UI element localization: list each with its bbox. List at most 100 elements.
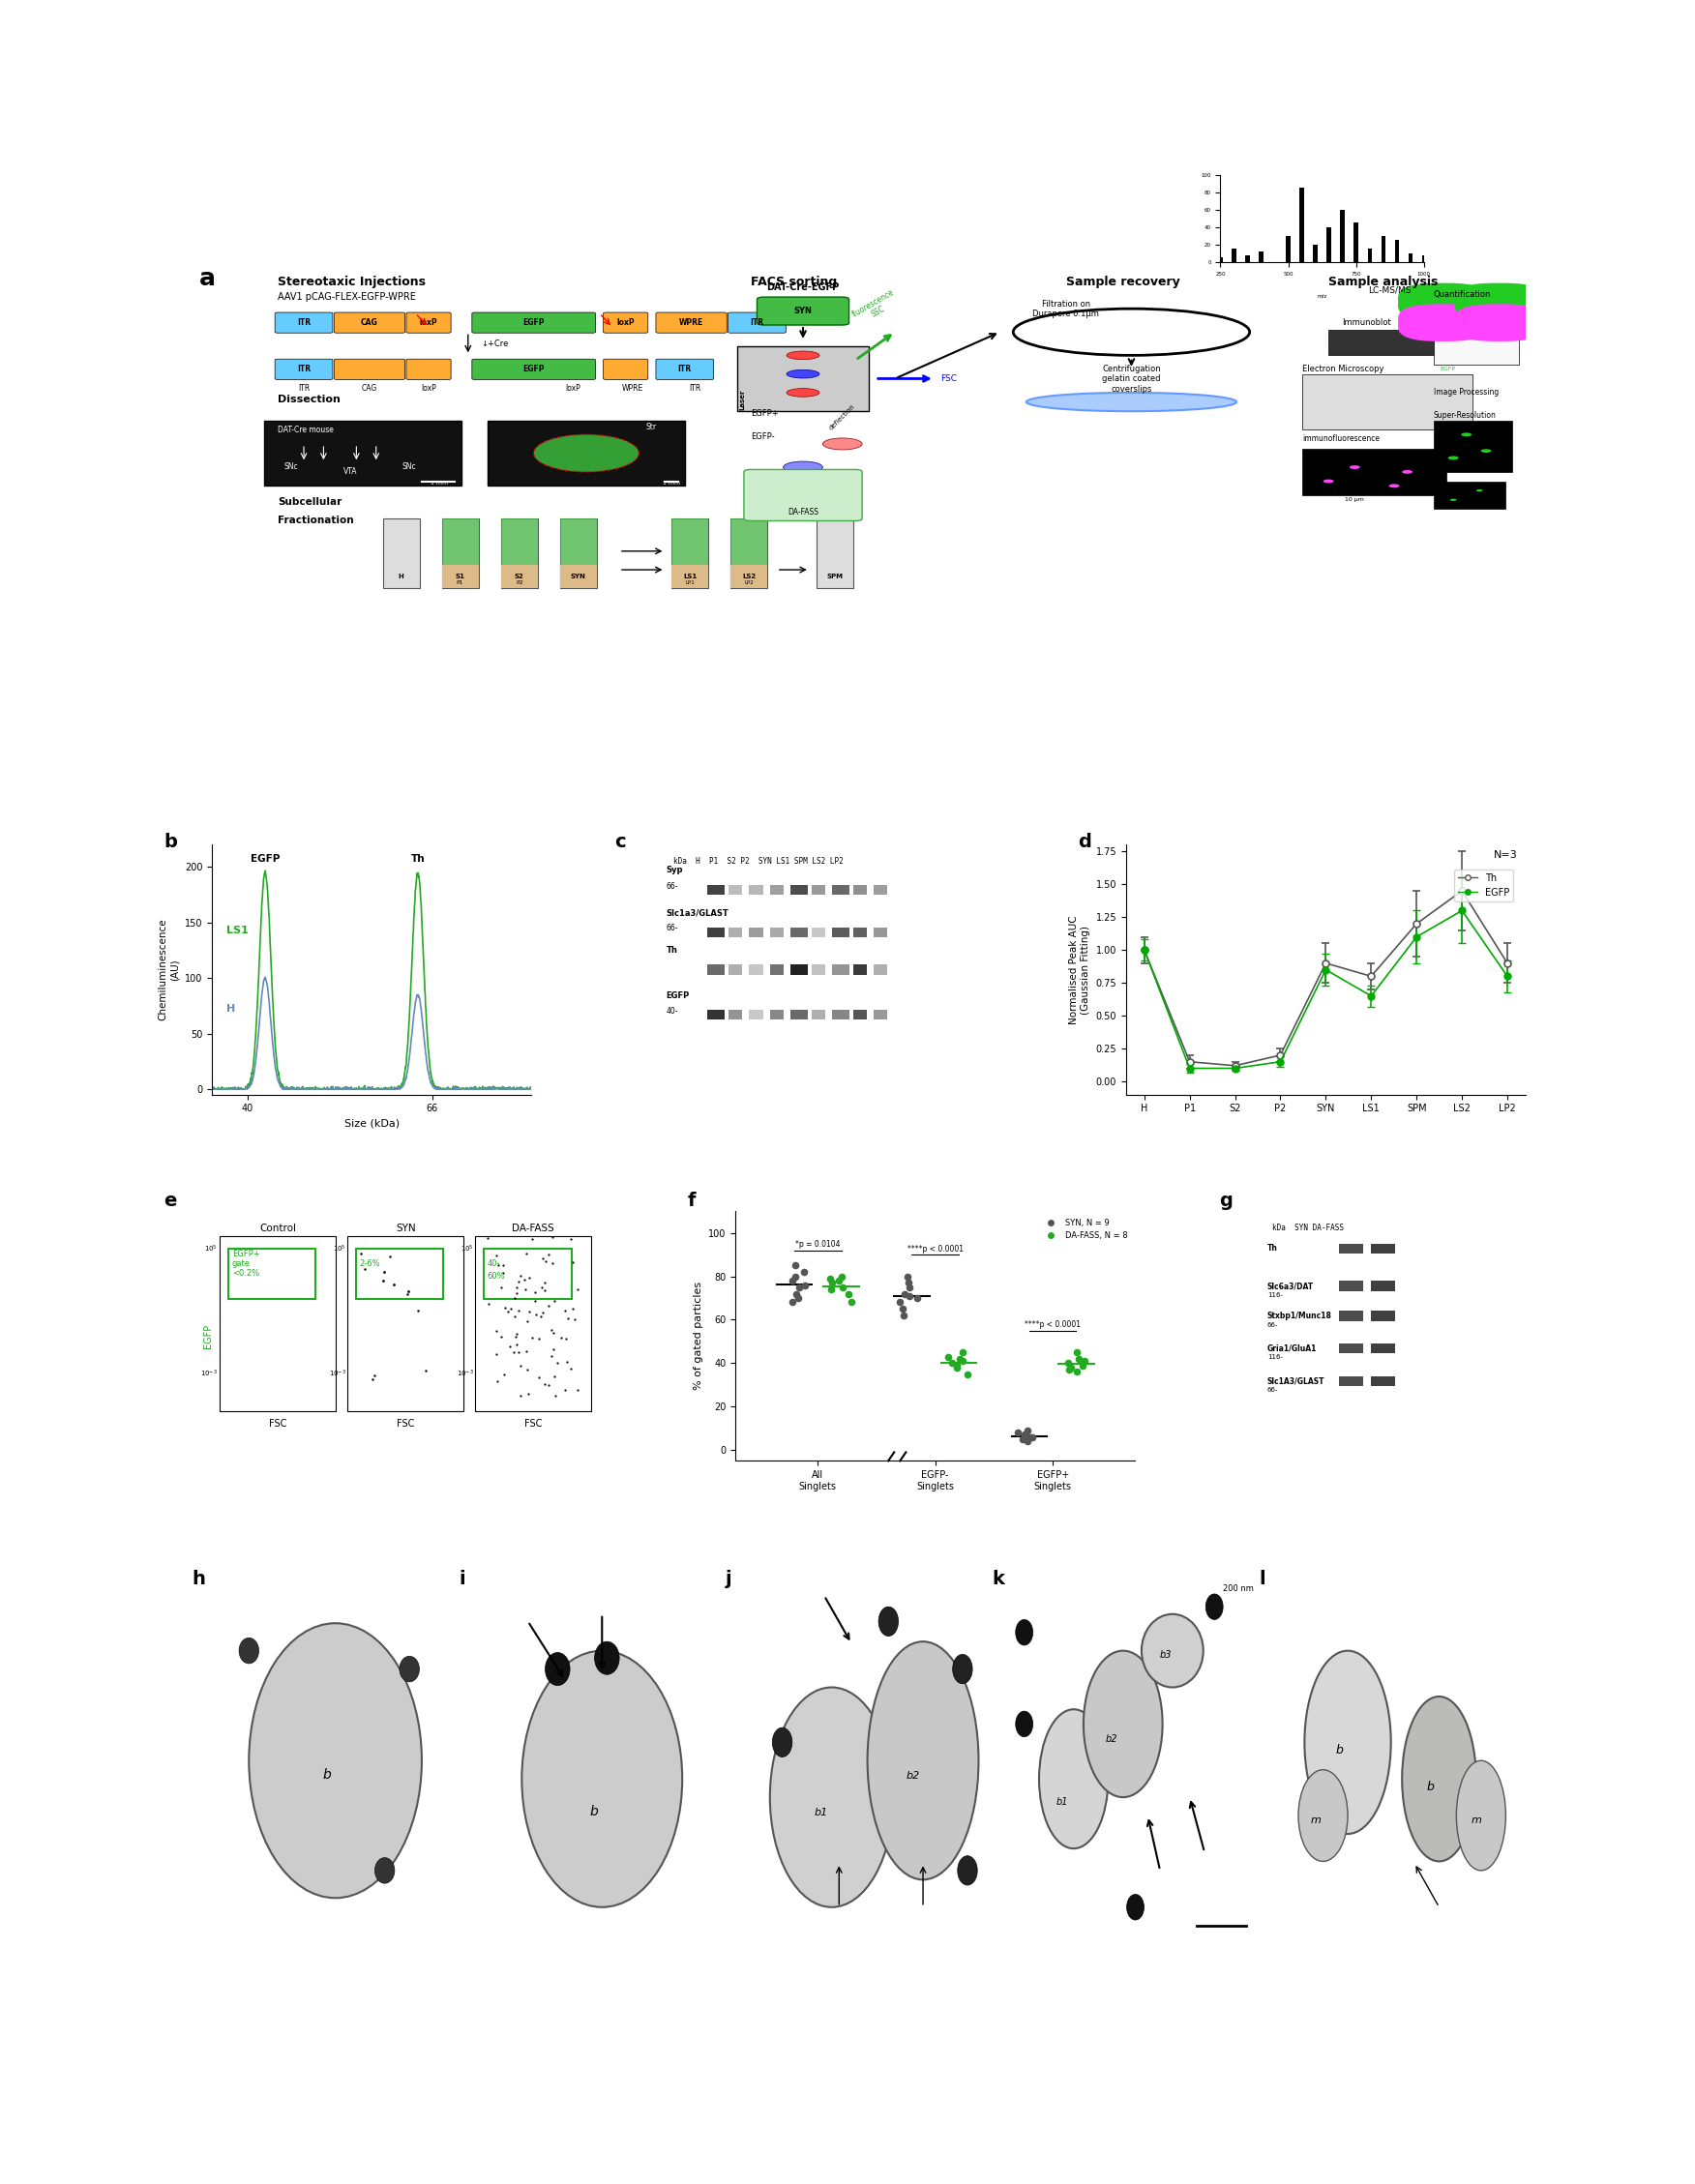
FancyBboxPatch shape (1329, 330, 1487, 356)
FancyBboxPatch shape (770, 965, 783, 974)
FancyBboxPatch shape (1371, 1282, 1395, 1291)
Point (1066, 1341, 1093, 1376)
Point (1063, 1334, 1090, 1369)
Text: immunofluorescence: immunofluorescence (1302, 435, 1380, 443)
FancyBboxPatch shape (707, 1009, 725, 1020)
Bar (1395, 240, 1398, 262)
Text: b: b (324, 1769, 332, 1782)
Ellipse shape (958, 1856, 978, 1885)
Text: VTA: VTA (342, 467, 358, 476)
Point (1012, 1417, 1039, 1452)
Point (780, 1284, 807, 1319)
Point (890, 1297, 917, 1332)
Text: LS2: LS2 (742, 574, 756, 579)
FancyBboxPatch shape (853, 928, 866, 937)
Text: N=3: N=3 (1493, 850, 1517, 860)
Point (786, 1269, 814, 1304)
Circle shape (1461, 432, 1471, 437)
Text: 116-: 116- (1268, 1354, 1283, 1361)
FancyBboxPatch shape (502, 518, 537, 566)
FancyBboxPatch shape (1302, 448, 1448, 496)
FancyBboxPatch shape (731, 566, 768, 587)
Bar (1232, 249, 1236, 262)
Point (888, 1291, 915, 1326)
Text: FACS sorting: FACS sorting (751, 275, 837, 288)
Text: LP1: LP1 (685, 581, 695, 585)
Ellipse shape (953, 1653, 973, 1684)
FancyBboxPatch shape (656, 358, 714, 380)
Ellipse shape (595, 1642, 619, 1675)
Text: ITR: ITR (298, 384, 310, 393)
Text: SPM: SPM (825, 574, 842, 579)
Text: FSC: FSC (524, 1420, 542, 1428)
FancyBboxPatch shape (1434, 295, 1519, 365)
Text: AAV1 pCAG-FLEX-EGFP-WPRE: AAV1 pCAG-FLEX-EGFP-WPRE (278, 293, 415, 301)
Text: i: i (459, 1570, 464, 1588)
Point (817, 1260, 844, 1295)
Text: LC-MS/MS: LC-MS/MS (1368, 286, 1410, 295)
FancyBboxPatch shape (1398, 284, 1488, 321)
FancyBboxPatch shape (1434, 480, 1505, 509)
Point (949, 1343, 976, 1378)
Point (897, 1269, 924, 1304)
Point (1014, 1413, 1041, 1448)
Text: ↓+Cre: ↓+Cre (481, 339, 509, 347)
Text: c: c (614, 832, 625, 852)
Text: m: m (1471, 1815, 1481, 1826)
Text: 40-: 40- (666, 1007, 678, 1016)
Ellipse shape (1141, 1614, 1203, 1688)
Text: SYN: SYN (395, 1223, 415, 1234)
FancyBboxPatch shape (731, 518, 768, 587)
Point (892, 1275, 919, 1310)
Text: CAG: CAG (361, 384, 378, 393)
FancyBboxPatch shape (442, 518, 478, 566)
FancyBboxPatch shape (1371, 1310, 1395, 1321)
Text: EGFP: EGFP (666, 992, 690, 1000)
Point (954, 1356, 981, 1391)
Bar (1422, 256, 1425, 262)
Text: g: g (1219, 1190, 1232, 1210)
FancyBboxPatch shape (1454, 304, 1544, 341)
Text: k: k (992, 1570, 1005, 1588)
Point (886, 1284, 914, 1319)
FancyBboxPatch shape (442, 566, 478, 587)
Text: ITR: ITR (297, 319, 310, 328)
Text: ****p < 0.0001: ****p < 0.0001 (907, 1245, 963, 1254)
FancyBboxPatch shape (749, 1009, 763, 1020)
Text: b3: b3 (1159, 1651, 1173, 1660)
Text: loxP: loxP (420, 384, 436, 393)
FancyBboxPatch shape (758, 297, 849, 325)
Text: ITR: ITR (678, 365, 692, 373)
FancyBboxPatch shape (334, 312, 405, 332)
FancyBboxPatch shape (1454, 284, 1544, 321)
Point (895, 1278, 922, 1313)
FancyBboxPatch shape (559, 518, 597, 566)
Text: a: a (198, 266, 215, 290)
Point (1010, 1417, 1037, 1452)
Bar (1314, 245, 1317, 262)
Bar (1368, 249, 1371, 262)
FancyBboxPatch shape (559, 566, 597, 587)
Text: e: e (164, 1190, 176, 1210)
Point (792, 1267, 819, 1302)
Ellipse shape (786, 389, 819, 397)
Bar (1287, 236, 1290, 262)
Text: m/z: m/z (1317, 293, 1327, 297)
Point (944, 1350, 971, 1385)
Text: 1 mm: 1 mm (431, 480, 447, 485)
Bar (1327, 227, 1331, 262)
FancyBboxPatch shape (559, 518, 597, 587)
FancyBboxPatch shape (729, 312, 786, 332)
Text: b2: b2 (1105, 1734, 1117, 1745)
Ellipse shape (1205, 1594, 1224, 1621)
Y-axis label: Chemiluminescence
(AU): Chemiluminescence (AU) (158, 919, 180, 1020)
Text: gate: gate (232, 1260, 251, 1269)
FancyBboxPatch shape (744, 470, 863, 520)
Text: P2: P2 (515, 581, 524, 585)
Text: $10^5$: $10^5$ (332, 1243, 346, 1254)
Point (942, 1348, 970, 1382)
Text: EGFP-: EGFP- (751, 432, 775, 441)
Text: SNc: SNc (402, 463, 417, 472)
Bar (1381, 236, 1385, 262)
Circle shape (1324, 478, 1334, 483)
